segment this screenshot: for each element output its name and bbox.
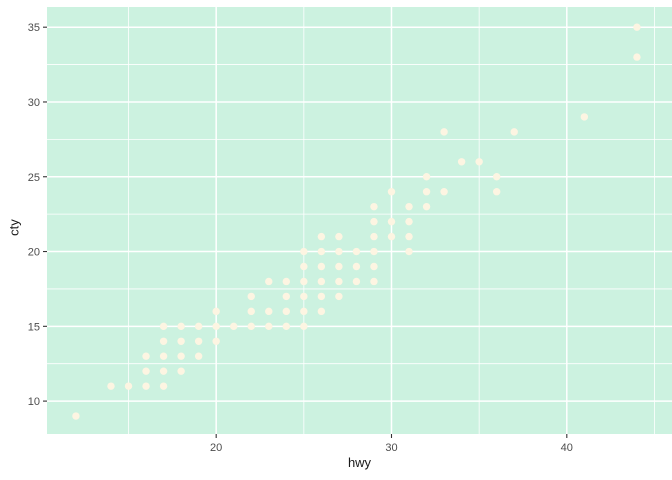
data-point <box>72 412 80 420</box>
data-point <box>492 188 501 196</box>
data-point <box>440 128 448 136</box>
data-point <box>317 247 326 256</box>
data-point <box>300 292 308 301</box>
data-point <box>633 53 641 61</box>
data-point <box>405 202 413 211</box>
data-point <box>387 232 396 241</box>
y-tick-label: 25 <box>28 172 40 184</box>
data-point <box>247 292 255 301</box>
data-point <box>422 202 431 211</box>
data-point <box>194 337 203 345</box>
data-point <box>317 277 326 286</box>
data-point <box>422 173 431 181</box>
data-point <box>159 337 168 345</box>
x-axis-title: hwy <box>347 455 372 470</box>
data-point <box>282 307 291 316</box>
data-point <box>159 382 168 390</box>
data-point <box>142 367 150 375</box>
data-point <box>300 277 308 286</box>
data-point <box>335 262 343 271</box>
data-point <box>212 307 220 316</box>
data-point <box>335 292 343 301</box>
data-point <box>370 232 378 241</box>
data-point <box>124 382 133 390</box>
data-point <box>370 277 378 286</box>
data-point <box>352 247 361 256</box>
data-point <box>317 232 326 241</box>
y-tick-label: 35 <box>28 22 40 34</box>
data-point <box>107 382 115 390</box>
data-point <box>265 277 273 286</box>
data-point <box>370 247 378 256</box>
data-point <box>405 217 413 226</box>
data-point <box>282 277 291 286</box>
data-point <box>282 322 291 331</box>
y-tick-label: 20 <box>28 247 40 259</box>
data-point <box>370 202 378 211</box>
data-point <box>370 217 378 226</box>
data-point <box>352 277 361 286</box>
data-point <box>300 247 308 256</box>
x-tick-label: 30 <box>385 442 397 454</box>
data-point <box>194 322 203 331</box>
data-point <box>177 352 185 360</box>
data-point <box>212 322 220 331</box>
y-tick-label: 10 <box>28 396 40 408</box>
data-point <box>194 352 203 360</box>
data-point <box>457 158 466 166</box>
data-point <box>405 232 413 241</box>
data-point <box>142 382 150 390</box>
data-point <box>300 307 308 316</box>
y-tick-label: 15 <box>28 321 40 333</box>
data-point <box>387 217 396 226</box>
plot-panel <box>47 7 672 434</box>
data-point <box>633 23 641 31</box>
data-point <box>317 307 326 316</box>
data-point <box>265 307 273 316</box>
data-point <box>440 188 448 196</box>
x-tick-label: 40 <box>561 442 573 454</box>
data-point <box>475 158 483 166</box>
data-point <box>387 188 396 196</box>
data-point <box>335 232 343 241</box>
data-point <box>370 262 378 271</box>
data-point <box>177 367 185 375</box>
data-point <box>177 337 185 345</box>
y-tick-label: 30 <box>28 97 40 109</box>
y-axis-title: cty <box>6 219 22 236</box>
data-point <box>405 247 413 256</box>
data-point <box>335 277 343 286</box>
data-point <box>142 352 150 360</box>
data-point <box>159 367 168 375</box>
data-point <box>265 322 273 331</box>
data-point <box>317 292 326 301</box>
data-point <box>212 337 220 345</box>
data-point <box>159 352 168 360</box>
data-point <box>300 262 308 271</box>
data-point <box>247 307 255 316</box>
data-point <box>335 247 343 256</box>
data-point <box>230 322 238 331</box>
data-point <box>352 262 361 271</box>
data-point <box>247 322 255 331</box>
data-point <box>580 113 589 121</box>
data-point <box>159 322 168 331</box>
data-point <box>177 322 185 331</box>
data-point <box>282 292 291 301</box>
data-point <box>317 262 326 271</box>
data-point <box>492 173 501 181</box>
data-point <box>510 128 518 136</box>
x-tick-label: 20 <box>210 442 222 454</box>
data-point <box>422 188 431 196</box>
data-point <box>300 322 308 331</box>
